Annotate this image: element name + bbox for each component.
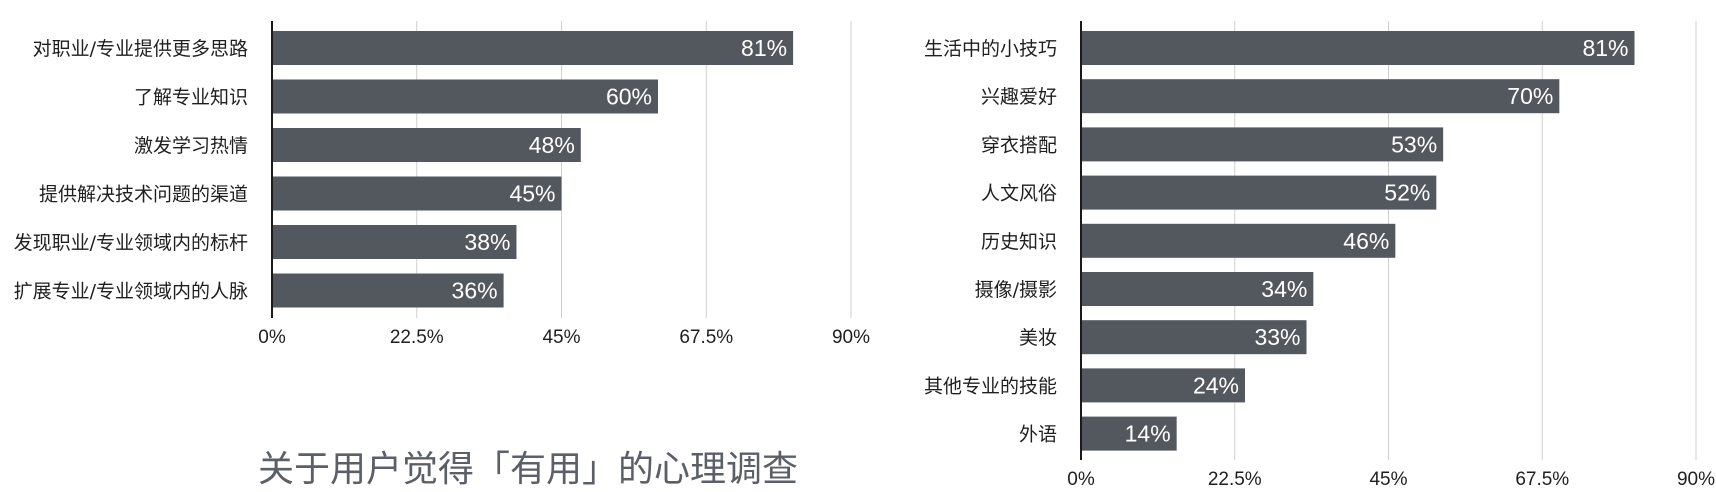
data-label: 81%	[741, 35, 787, 61]
bar	[272, 176, 562, 211]
chart-right: 81% 生活中的小技巧 70% 兴趣爱好 53% 穿衣搭配 52% 人文风俗 46% 历史知识 34…	[924, 21, 1715, 490]
x-tick-label: 67.5%	[679, 327, 733, 348]
category-label: 外语	[1019, 424, 1057, 446]
x-tick-label: 45%	[1369, 469, 1407, 490]
data-label: 60%	[606, 84, 652, 110]
x-tick-label: 45%	[542, 327, 580, 348]
x-tick-label: 0%	[258, 327, 286, 348]
bar	[272, 79, 658, 114]
data-label: 81%	[1582, 35, 1628, 61]
bar	[272, 31, 794, 65]
category-label: 对职业/专业提供更多思路	[33, 38, 248, 60]
data-label: 52%	[1384, 180, 1430, 206]
x-tick-label: 90%	[1677, 469, 1715, 490]
data-label: 53%	[1391, 131, 1437, 157]
category-label: 美妆	[1019, 327, 1057, 349]
data-label: 45%	[509, 181, 555, 207]
category-label: 提供解决技术问题的渠道	[39, 184, 248, 206]
bar	[1081, 31, 1635, 65]
category-label: 发现职业/专业领域内的标杆	[14, 232, 248, 254]
data-label: 46%	[1343, 228, 1389, 254]
data-label: 14%	[1125, 421, 1171, 447]
bar	[272, 273, 504, 308]
data-label: 33%	[1254, 324, 1300, 350]
category-label: 兴趣爱好	[981, 86, 1057, 108]
x-tick-label: 22.5%	[1208, 469, 1262, 490]
data-label: 70%	[1507, 83, 1553, 109]
chart-left: 81% 对职业/专业提供更多思路 60% 了解专业知识 48% 激发学习热情 45% 提供解决…	[14, 21, 870, 348]
bar	[1081, 223, 1396, 258]
x-tick-label: 67.5%	[1515, 469, 1569, 490]
data-label: 48%	[529, 132, 575, 158]
x-tick-label: 22.5%	[390, 327, 444, 348]
x-tick-label: 90%	[832, 327, 870, 348]
bar	[1081, 320, 1307, 355]
category-label: 生活中的小技巧	[924, 38, 1057, 60]
category-label: 扩展专业/专业领域内的人脉	[14, 281, 248, 303]
data-label: 36%	[452, 278, 498, 304]
data-label: 24%	[1193, 372, 1239, 398]
category-label: 其他专业的技能	[924, 375, 1057, 397]
gridlines	[416, 21, 852, 318]
bar	[1081, 127, 1444, 162]
category-label: 激发学习热情	[134, 135, 248, 157]
bar	[1081, 416, 1177, 451]
category-label: 穿衣搭配	[981, 134, 1057, 156]
data-label: 38%	[464, 229, 510, 255]
bar	[1081, 79, 1560, 114]
category-label: 了解专业知识	[134, 87, 248, 109]
x-tick-label: 0%	[1067, 469, 1095, 490]
category-label: 人文风俗	[981, 183, 1057, 205]
data-label: 34%	[1261, 276, 1307, 302]
category-label: 摄像/摄影	[975, 279, 1057, 301]
bar	[1081, 175, 1437, 210]
bar	[1081, 272, 1314, 306]
bar	[1081, 368, 1245, 403]
chart-caption: 关于用户觉得「有用」的心理调查	[258, 449, 799, 490]
category-label: 历史知识	[981, 231, 1057, 253]
bar	[272, 128, 581, 162]
bar	[272, 225, 517, 259]
